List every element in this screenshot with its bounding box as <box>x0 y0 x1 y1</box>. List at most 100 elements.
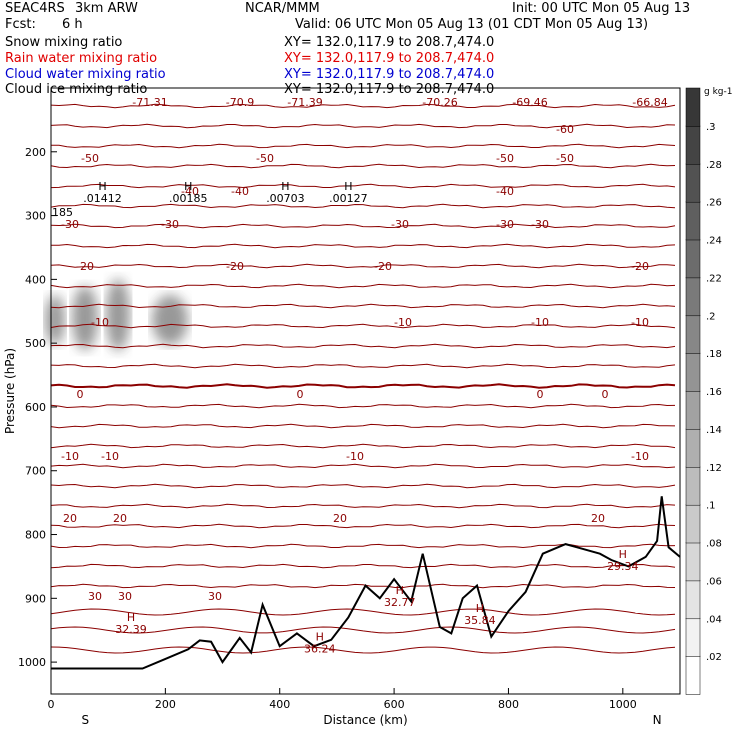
contour-label: -40 <box>231 185 249 198</box>
org-name: NCAR/MMM <box>245 1 320 16</box>
model-name: SEAC4RS <box>5 1 65 16</box>
resolution: 3km ARW <box>75 1 138 16</box>
contour-line <box>51 143 676 149</box>
contour-line <box>50 123 676 129</box>
colorbar-tick-label: .16 <box>706 387 722 398</box>
field-cloudice-xy: XY= 132.0,117.9 to 208.7,474.0 <box>284 82 495 97</box>
colorbar: .02 .04 .06 .08 .1 .12 .14 .16 .18 .2 .22 .24 .26 .28… <box>685 87 732 695</box>
contour-label: -50 <box>256 152 274 165</box>
ice-max-marker: H <box>281 180 289 193</box>
contour-label: 0 <box>537 388 544 401</box>
contour-line <box>50 543 676 549</box>
contour-label: 0 <box>77 388 84 401</box>
init-time: Init: 00 UTC Mon 05 Aug 13 <box>512 1 691 16</box>
temp-max-label: 29.34 <box>607 560 639 573</box>
temperature-contours <box>50 103 676 654</box>
colorbar-unit: g kg-1 <box>704 87 732 97</box>
contour-line <box>50 646 676 654</box>
colorbar-cell <box>685 201 701 241</box>
contour-line <box>50 563 676 569</box>
shading-blob <box>152 295 188 345</box>
y-tick-label: 200 <box>25 146 46 159</box>
y-tick-label: 800 <box>25 529 46 542</box>
field-snow-xy: XY= 132.0,117.9 to 208.7,474.0 <box>284 35 495 50</box>
colorbar-tick-label: .2 <box>706 311 716 322</box>
contour-line <box>50 463 676 469</box>
contour-label: -50 <box>556 152 574 165</box>
shading-blob <box>72 286 98 350</box>
contour-line <box>50 203 676 209</box>
contour-label: -30 <box>496 218 514 231</box>
temp-max-label: 35.84 <box>464 614 496 627</box>
contour-label: -66.84 <box>632 96 667 109</box>
colorbar-cell <box>685 618 701 657</box>
x-axis-label: Distance (km) <box>323 713 407 727</box>
temp-max-marker: H <box>396 584 404 597</box>
temp-max-marker: H <box>619 548 627 561</box>
colorbar-tick-label: .18 <box>706 349 722 360</box>
contour-line <box>50 283 676 289</box>
contour-label: -70.9 <box>226 96 254 109</box>
contour-line <box>50 403 676 409</box>
temp-max-label: 32.39 <box>115 623 147 636</box>
y-tick-label: 400 <box>25 273 46 286</box>
colorbar-tick-label: .14 <box>706 425 722 436</box>
contour-label: -30 <box>531 218 549 231</box>
contour-label: -50 <box>496 152 514 165</box>
contour-label: -71.39 <box>287 96 322 109</box>
colorbar-tick-label: .12 <box>706 463 722 474</box>
x-tick-label: 200 <box>155 698 176 711</box>
contour-line <box>50 423 676 429</box>
temp-max-label: 32.77 <box>384 596 416 609</box>
contour-line <box>50 103 676 109</box>
colorbar-cell <box>685 542 701 582</box>
contour-label: -70.26 <box>422 96 457 109</box>
temp-max-marker: H <box>127 611 135 624</box>
y-tick-label: 700 <box>25 465 46 478</box>
ice-max-label: .00703 <box>266 192 305 205</box>
colorbar-tick-label: .04 <box>706 614 722 625</box>
shading-blob <box>45 295 65 345</box>
colorbar-cell <box>685 390 701 430</box>
contour-label: -69.46 <box>512 96 547 109</box>
colorbar-cell <box>685 125 701 165</box>
contour-label: 0 <box>602 388 609 401</box>
y-axis-label: Pressure (hPa) <box>3 348 17 434</box>
colorbar-cell <box>685 239 701 279</box>
contour-label: -10 <box>101 450 119 463</box>
contour-line <box>50 626 676 634</box>
contour-label: -40 <box>181 185 199 198</box>
colorbar-cell <box>685 466 701 506</box>
colorbar-tick-label: .3 <box>706 122 716 133</box>
colorbar-tick-label: .24 <box>706 236 722 247</box>
field-cloudice-name: Cloud ice mixing ratio <box>5 82 148 97</box>
extra-label: 185 <box>52 206 73 219</box>
shading-blob <box>106 279 130 351</box>
contour-line <box>50 183 676 189</box>
field-rain-name: Rain water mixing ratio <box>5 51 158 66</box>
x-tick-label: 0 <box>48 698 55 711</box>
x-tick-label: 800 <box>498 698 519 711</box>
contour-line <box>51 243 676 249</box>
colorbar-cell <box>685 580 701 620</box>
field-cloudwater-name: Cloud water mixing ratio <box>5 67 166 82</box>
contour-line <box>50 583 676 589</box>
contour-label: -30 <box>391 218 409 231</box>
ice-max-label: .01412 <box>83 192 122 205</box>
contour-line <box>50 323 676 329</box>
contour-line <box>50 263 676 269</box>
contour-label: -10 <box>631 316 649 329</box>
contour-label: -20 <box>631 260 649 273</box>
contour-label: -50 <box>81 152 99 165</box>
contour-label: -10 <box>631 450 649 463</box>
colorbar-cell <box>685 504 701 544</box>
contour-label: -30 <box>161 218 179 231</box>
y-tick-label: 300 <box>25 210 46 223</box>
fcst-label: Fcst: <box>5 17 36 32</box>
contour-line <box>50 303 676 309</box>
colorbar-cell <box>685 87 701 127</box>
contour-label: -10 <box>531 316 549 329</box>
contour-label: -40 <box>496 185 514 198</box>
temp-max-marker: H <box>316 631 324 644</box>
